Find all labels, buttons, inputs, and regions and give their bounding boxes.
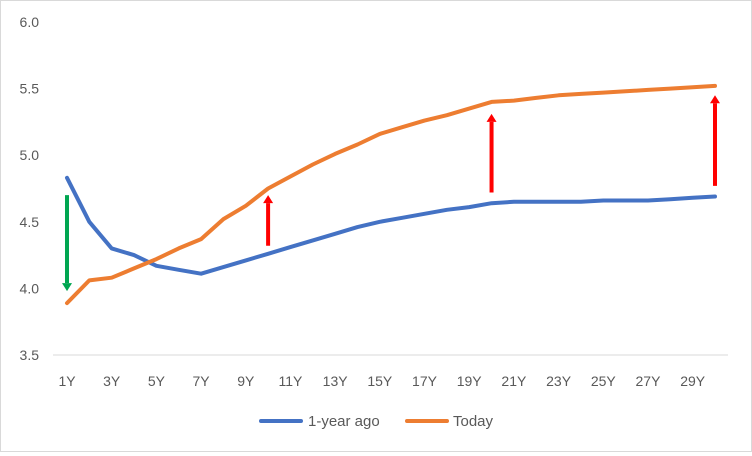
arrow-head bbox=[62, 283, 72, 292]
y-tick-label: 6.0 bbox=[20, 14, 40, 30]
legend: 1-year ago Today bbox=[259, 413, 494, 430]
y-tick-label: 4.5 bbox=[20, 214, 40, 230]
down-arrow-1y bbox=[62, 195, 72, 292]
series-layer bbox=[65, 83, 717, 306]
arrow-head bbox=[710, 95, 720, 104]
up-arrow-10y bbox=[263, 195, 274, 246]
legend-item-today: Today bbox=[405, 413, 494, 430]
x-tick-label: 9Y bbox=[237, 373, 255, 389]
up-arrow-30y bbox=[710, 95, 720, 186]
x-tick-label: 21Y bbox=[501, 373, 527, 389]
legend-item-1-year-ago: 1-year ago bbox=[259, 413, 380, 430]
y-tick-label: 5.0 bbox=[20, 147, 40, 163]
y-tick-label: 5.5 bbox=[20, 81, 40, 97]
x-tick-label: 19Y bbox=[457, 373, 483, 389]
y-tick-label: 4.0 bbox=[20, 280, 40, 296]
x-tick-label: 15Y bbox=[367, 373, 393, 389]
legend-label: Today bbox=[453, 413, 494, 430]
annotation-layer bbox=[62, 95, 720, 292]
x-tick-label: 29Y bbox=[680, 373, 706, 389]
y-axis: 3.5 4.0 4.5 5.0 5.5 6.0 bbox=[20, 14, 40, 363]
x-tick-label: 25Y bbox=[591, 373, 617, 389]
x-tick-label: 5Y bbox=[148, 373, 166, 389]
x-tick-label: 17Y bbox=[412, 373, 438, 389]
up-arrow-20y bbox=[486, 113, 497, 193]
y-tick-label: 3.5 bbox=[20, 347, 40, 363]
x-tick-label: 27Y bbox=[636, 373, 662, 389]
series-line-1-year-ago bbox=[65, 175, 717, 276]
x-tick-label: 7Y bbox=[193, 373, 211, 389]
series-line-today bbox=[65, 83, 717, 306]
arrow-head bbox=[263, 195, 274, 204]
arrow-head bbox=[486, 113, 497, 122]
x-tick-label: 13Y bbox=[323, 373, 349, 389]
x-tick-label: 3Y bbox=[103, 373, 121, 389]
x-tick-label: 1Y bbox=[58, 373, 76, 389]
legend-label: 1-year ago bbox=[308, 413, 380, 430]
x-axis: 1Y 3Y 5Y 7Y 9Y 11Y 13Y 15Y 17Y 19Y 21Y 23Y 25Y 27Y 29Y bbox=[53, 354, 728, 389]
x-tick-label: 11Y bbox=[279, 373, 304, 389]
x-tick-label: 23Y bbox=[546, 373, 572, 389]
